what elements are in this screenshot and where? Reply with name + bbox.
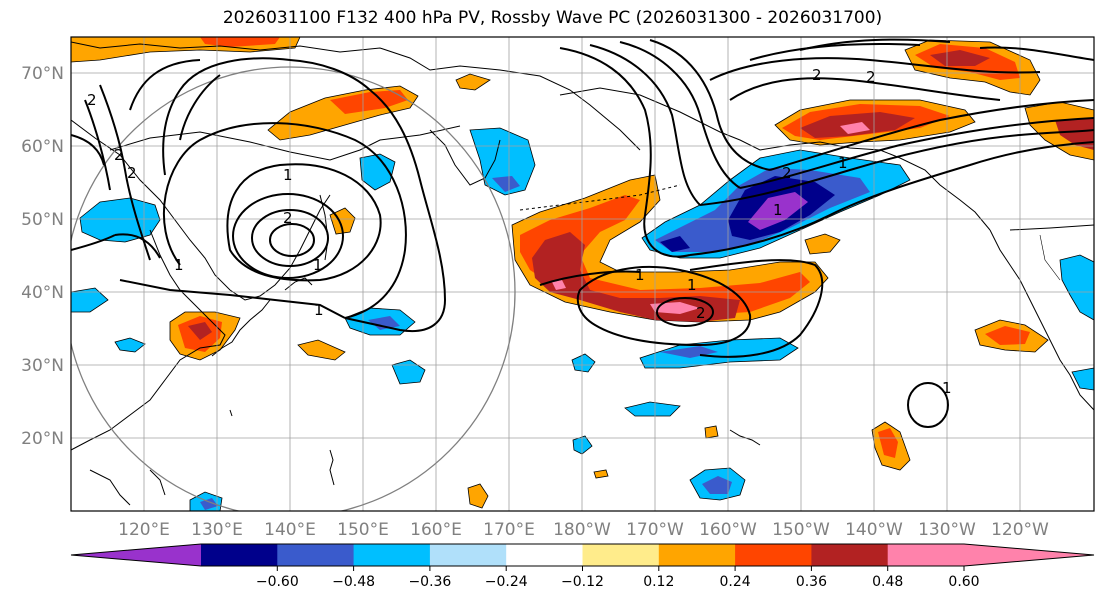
colorbar-segment	[887, 544, 964, 566]
contour-label: 2	[87, 91, 97, 109]
colorbar-tick-label: −0.60	[256, 574, 299, 590]
colorbar-segment	[353, 544, 431, 566]
colorbar-segment	[201, 544, 278, 566]
lon-label: 150°W	[772, 520, 830, 540]
lon-label: 170°W	[626, 520, 684, 540]
colorbar-segment	[506, 544, 583, 566]
contour-label: 2	[127, 164, 137, 182]
map-title: 2026031100 F132 400 hPa PV, Rossby Wave …	[222, 8, 883, 28]
lon-label: 130°E	[191, 520, 243, 540]
contour-label: 1	[635, 266, 645, 284]
lat-label: 30°N	[21, 356, 64, 376]
graticule	[71, 37, 1094, 511]
colorbar: −0.60 −0.48 −0.36 −0.24 −0.12 0.12 0.24 0.36 0.4…	[70, 543, 1095, 590]
colorbar-segment	[277, 544, 355, 566]
colorbar-segment	[811, 544, 889, 566]
coastlines	[71, 41, 1094, 506]
colorbar-tick-label: 0.24	[720, 574, 751, 590]
lon-label: 140°W	[845, 520, 903, 540]
colorbar-tick-label: −0.12	[561, 574, 604, 590]
lat-label: 70°N	[21, 64, 64, 84]
colorbar-tick-label: 0.60	[948, 574, 979, 590]
contour-label: 2	[283, 209, 293, 227]
map-frame	[70, 36, 1095, 512]
colorbar-tick-label: 0.12	[643, 574, 674, 590]
lon-label: 170°E	[483, 520, 535, 540]
contour-label: 2	[114, 146, 124, 164]
map-content: 2 2 2 1 2 1 1 1 2 1 2 2 1 1 1 2 1	[71, 37, 1094, 511]
contour-label: 1	[773, 201, 783, 219]
lat-label: 60°N	[21, 137, 64, 157]
latitude-axis: 70°N 60°N 50°N 40°N 30°N 20°N	[21, 64, 64, 449]
contour-label: 2	[812, 66, 822, 84]
colorbar-tick-label: −0.24	[485, 574, 528, 590]
contour-label: 2	[782, 164, 792, 182]
contour-label: 2	[866, 68, 876, 86]
contour-label: 1	[313, 256, 323, 274]
lat-label: 50°N	[21, 210, 64, 230]
contour-label: 1	[174, 256, 184, 274]
colorbar-segment	[582, 544, 660, 566]
colorbar-tick-label: −0.36	[408, 574, 451, 590]
contour-label: 1	[942, 379, 952, 397]
colorbar-extend-max	[964, 544, 1094, 566]
colorbar-tick-label: 0.36	[796, 574, 827, 590]
lon-label: 140°E	[264, 520, 316, 540]
lon-label: 160°W	[699, 520, 757, 540]
colorbar-outline	[70, 543, 1095, 567]
colorbar-segment	[658, 544, 736, 566]
pv-contours	[71, 38, 1094, 428]
contour-labels: 2 2 2 1 2 1 1 1 2 1 2 2 1 1 1 2 1	[87, 66, 952, 397]
contour-label: 1	[838, 154, 848, 172]
lon-label: 180°W	[553, 520, 611, 540]
lon-label: 120°W	[991, 520, 1049, 540]
lat-label: 40°N	[21, 283, 64, 303]
colorbar-extend-min	[71, 544, 201, 566]
contour-label: 1	[314, 301, 324, 319]
contour-label: 2	[696, 304, 706, 322]
colorbar-tick-label: −0.48	[332, 574, 375, 590]
colorbar-tick-label: 0.48	[872, 574, 903, 590]
longitude-axis: 120°E 130°E 140°E 150°E 160°E 170°E 180°…	[118, 520, 1049, 540]
lat-label: 20°N	[21, 429, 64, 449]
contour-label: 1	[687, 276, 697, 294]
lon-label: 150°E	[337, 520, 389, 540]
influence-radius-circle	[71, 66, 516, 511]
lon-label: 130°W	[918, 520, 976, 540]
lon-label: 120°E	[118, 520, 170, 540]
lon-label: 160°E	[410, 520, 462, 540]
colorbar-segment	[735, 544, 812, 566]
contour-label: 1	[283, 166, 293, 184]
colorbar-segment	[429, 544, 507, 566]
pv-anomaly-fill	[71, 37, 1094, 511]
